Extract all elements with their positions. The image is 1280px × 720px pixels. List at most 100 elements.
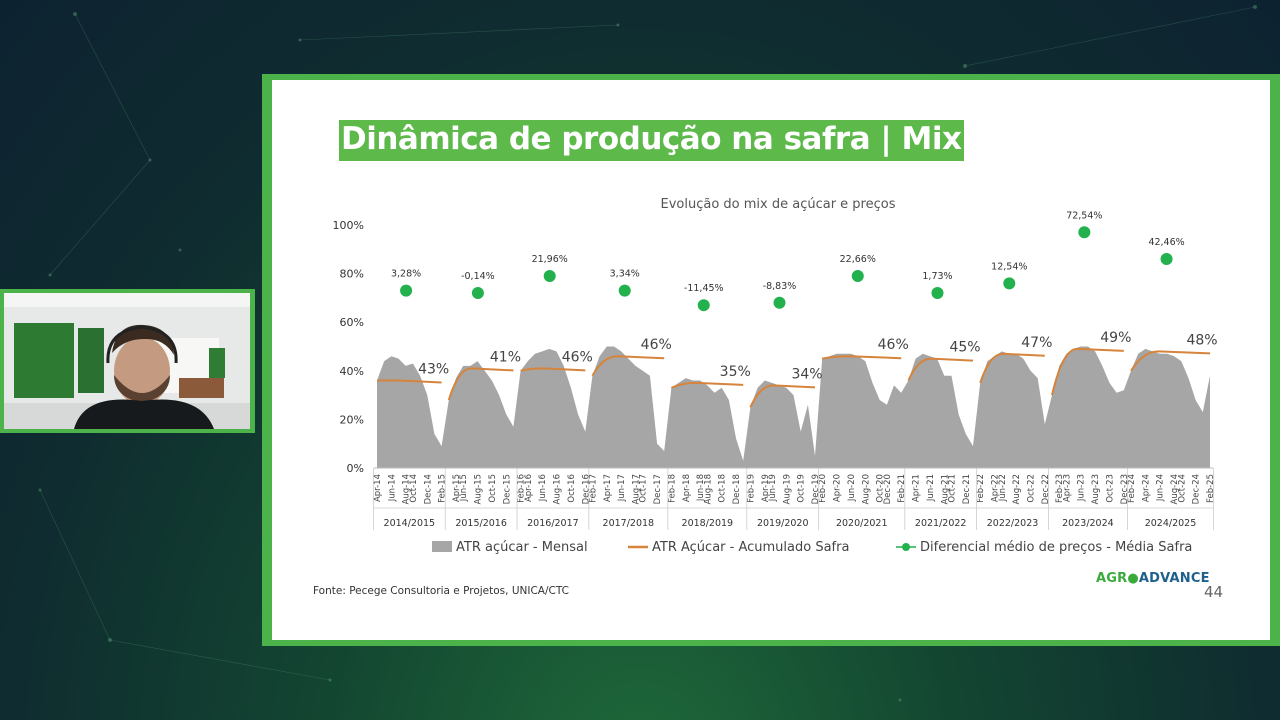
diferencial-data-label: 21,96% — [532, 254, 568, 265]
x-tick-label: Oct-16 — [567, 474, 577, 503]
y-tick-label: 80% — [340, 268, 364, 281]
x-tick-label: Aug-18 — [703, 474, 713, 504]
presenter-video — [4, 293, 250, 429]
legend-mensal-label: ATR açúcar - Mensal — [456, 540, 588, 555]
x-tick-label: Jun-15 — [459, 474, 469, 502]
series-diferencial-point — [931, 287, 944, 300]
presenter-webcam — [4, 293, 250, 429]
series-atr-acumulado-line — [749, 384, 816, 408]
x-tick-label: Dec-20 — [883, 474, 893, 504]
series-atr-acumulado-line — [377, 379, 442, 384]
x-tick-label: Oct-23 — [1106, 474, 1116, 503]
acumulado-data-label: 49% — [1100, 330, 1131, 346]
x-tick-label: Oct-19 — [797, 474, 807, 503]
mix-chart: Evolução do mix de açúcar e preços 0% 20% 4… — [333, 197, 1218, 555]
series-diferencial-point — [1003, 277, 1016, 290]
x-tick-label: Jun-21 — [926, 474, 936, 502]
y-tick-label: 20% — [340, 413, 364, 426]
x-tick-label: Feb-16 — [517, 474, 527, 503]
diferencial-data-label: 72,54% — [1066, 210, 1102, 221]
x-tick-label: Jun-24 — [1156, 474, 1166, 502]
series-atr-mensal-area — [377, 346, 1210, 468]
series-diferencial-point — [1078, 226, 1091, 239]
x-tick-label: Oct-14 — [409, 474, 419, 503]
x-tick-label: Dec-14 — [423, 474, 433, 504]
x-tick-label: Jun-19 — [768, 474, 778, 502]
x-tick-label: Oct-22 — [1027, 474, 1037, 503]
harvest-label: 2019/2020 — [757, 518, 809, 529]
x-tick-label: Jun-14 — [387, 474, 397, 502]
x-tick-label: Apr-20 — [833, 474, 843, 502]
x-tick-label: Jun-20 — [847, 474, 857, 502]
acumulado-data-label: 46% — [641, 337, 672, 353]
diferencial-data-label: -11,45% — [684, 283, 724, 294]
x-tick-label: Feb-18 — [667, 474, 677, 503]
x-tick-label: Feb-19 — [746, 474, 756, 503]
x-tick-label: Aug-15 — [474, 474, 484, 504]
x-tick-label: Oct-17 — [639, 474, 649, 503]
x-tick-label: Aug-20 — [861, 474, 871, 504]
x-tick-label: Aug-14 — [402, 474, 412, 504]
x-tick-label: Dec-17 — [653, 474, 663, 504]
x-tick-label: Dec-18 — [732, 474, 742, 504]
diferencial-data-label: 1,73% — [922, 271, 952, 282]
x-tick-label: Jun-22 — [998, 474, 1008, 502]
logo-text-agr: AGR — [1096, 571, 1128, 586]
legend-acumulado-label: ATR Açúcar - Acumulado Safra — [652, 540, 849, 555]
acumulado-data-label: 46% — [562, 349, 593, 365]
x-tick-label: Jun-23 — [1077, 474, 1087, 502]
harvest-label: 2018/2019 — [682, 518, 734, 529]
x-tick-label: Aug-17 — [632, 474, 642, 504]
page-number: 44 — [1204, 583, 1224, 601]
harvest-label: 2022/2023 — [987, 518, 1039, 529]
presentation-slide: Dinâmica de produção na safra | Mix Evol… — [272, 80, 1270, 640]
series-diferencial-point — [400, 284, 413, 297]
source-note: Fonte: Pecege Consultoria e Projetos, UN… — [313, 585, 569, 597]
acumulado-data-label: 35% — [720, 364, 751, 380]
logo-leaf-icon: ● — [1127, 571, 1139, 586]
x-tick-label: Oct-15 — [488, 474, 498, 503]
acumulado-data-label: 46% — [878, 337, 909, 353]
x-tick-label: Dec-24 — [1192, 474, 1202, 504]
series-diferencial-point — [851, 270, 864, 283]
harvest-label: 2023/2024 — [1062, 518, 1114, 529]
series-atr-acumulado-line — [520, 367, 586, 372]
x-tick-label: Dec-16 — [581, 474, 591, 504]
x-tick-label: Jun-16 — [538, 474, 548, 502]
harvest-label: 2014/2015 — [384, 518, 436, 529]
x-tick-label: Feb-21 — [897, 474, 907, 503]
x-tick-label: Aug-21 — [940, 474, 950, 504]
x-tick-label: Apr-16 — [524, 474, 534, 502]
x-tick-label: Apr-19 — [761, 474, 771, 502]
diferencial-data-label: -0,14% — [461, 271, 495, 282]
harvest-label: 2015/2016 — [455, 518, 507, 529]
series-atr-acumulado-line — [1130, 350, 1211, 372]
acumulado-data-label: 48% — [1186, 332, 1217, 348]
x-tick-label: Apr-22 — [991, 474, 1001, 502]
x-tick-label: Aug-19 — [782, 474, 792, 504]
x-tick-label: Dec-22 — [1041, 474, 1051, 504]
series-diferencial-point — [618, 284, 631, 297]
logo-text-advance: ADVANCE — [1138, 571, 1210, 586]
x-tick-label: Dec-19 — [811, 474, 821, 504]
x-tick-label: Jun-18 — [696, 474, 706, 502]
x-tick-label: Feb-17 — [588, 474, 598, 503]
x-tick-label: Oct-18 — [718, 474, 728, 503]
series-diferencial-point — [471, 287, 484, 300]
diferencial-data-label: 3,34% — [610, 269, 640, 280]
series-diferencial-point — [697, 299, 710, 312]
x-tick-label: Aug-22 — [1012, 474, 1022, 504]
slide-title: Dinâmica de produção na safra | Mix — [339, 120, 964, 161]
series-atr-acumulado-line — [1051, 347, 1124, 396]
x-tick-label: Apr-24 — [1141, 474, 1151, 502]
x-tick-label: Dec-23 — [1120, 474, 1130, 504]
harvest-label: 2024/2025 — [1145, 518, 1197, 529]
acumulado-data-label: 43% — [418, 362, 449, 378]
x-tick-label: Feb-22 — [976, 474, 986, 503]
x-tick-label: Jun-17 — [617, 474, 627, 502]
harvest-label: 2021/2022 — [915, 518, 967, 529]
series-atr-acumulado-line — [670, 381, 744, 389]
y-tick-label: 0% — [347, 462, 364, 475]
x-tick-label: Apr-18 — [682, 474, 692, 502]
